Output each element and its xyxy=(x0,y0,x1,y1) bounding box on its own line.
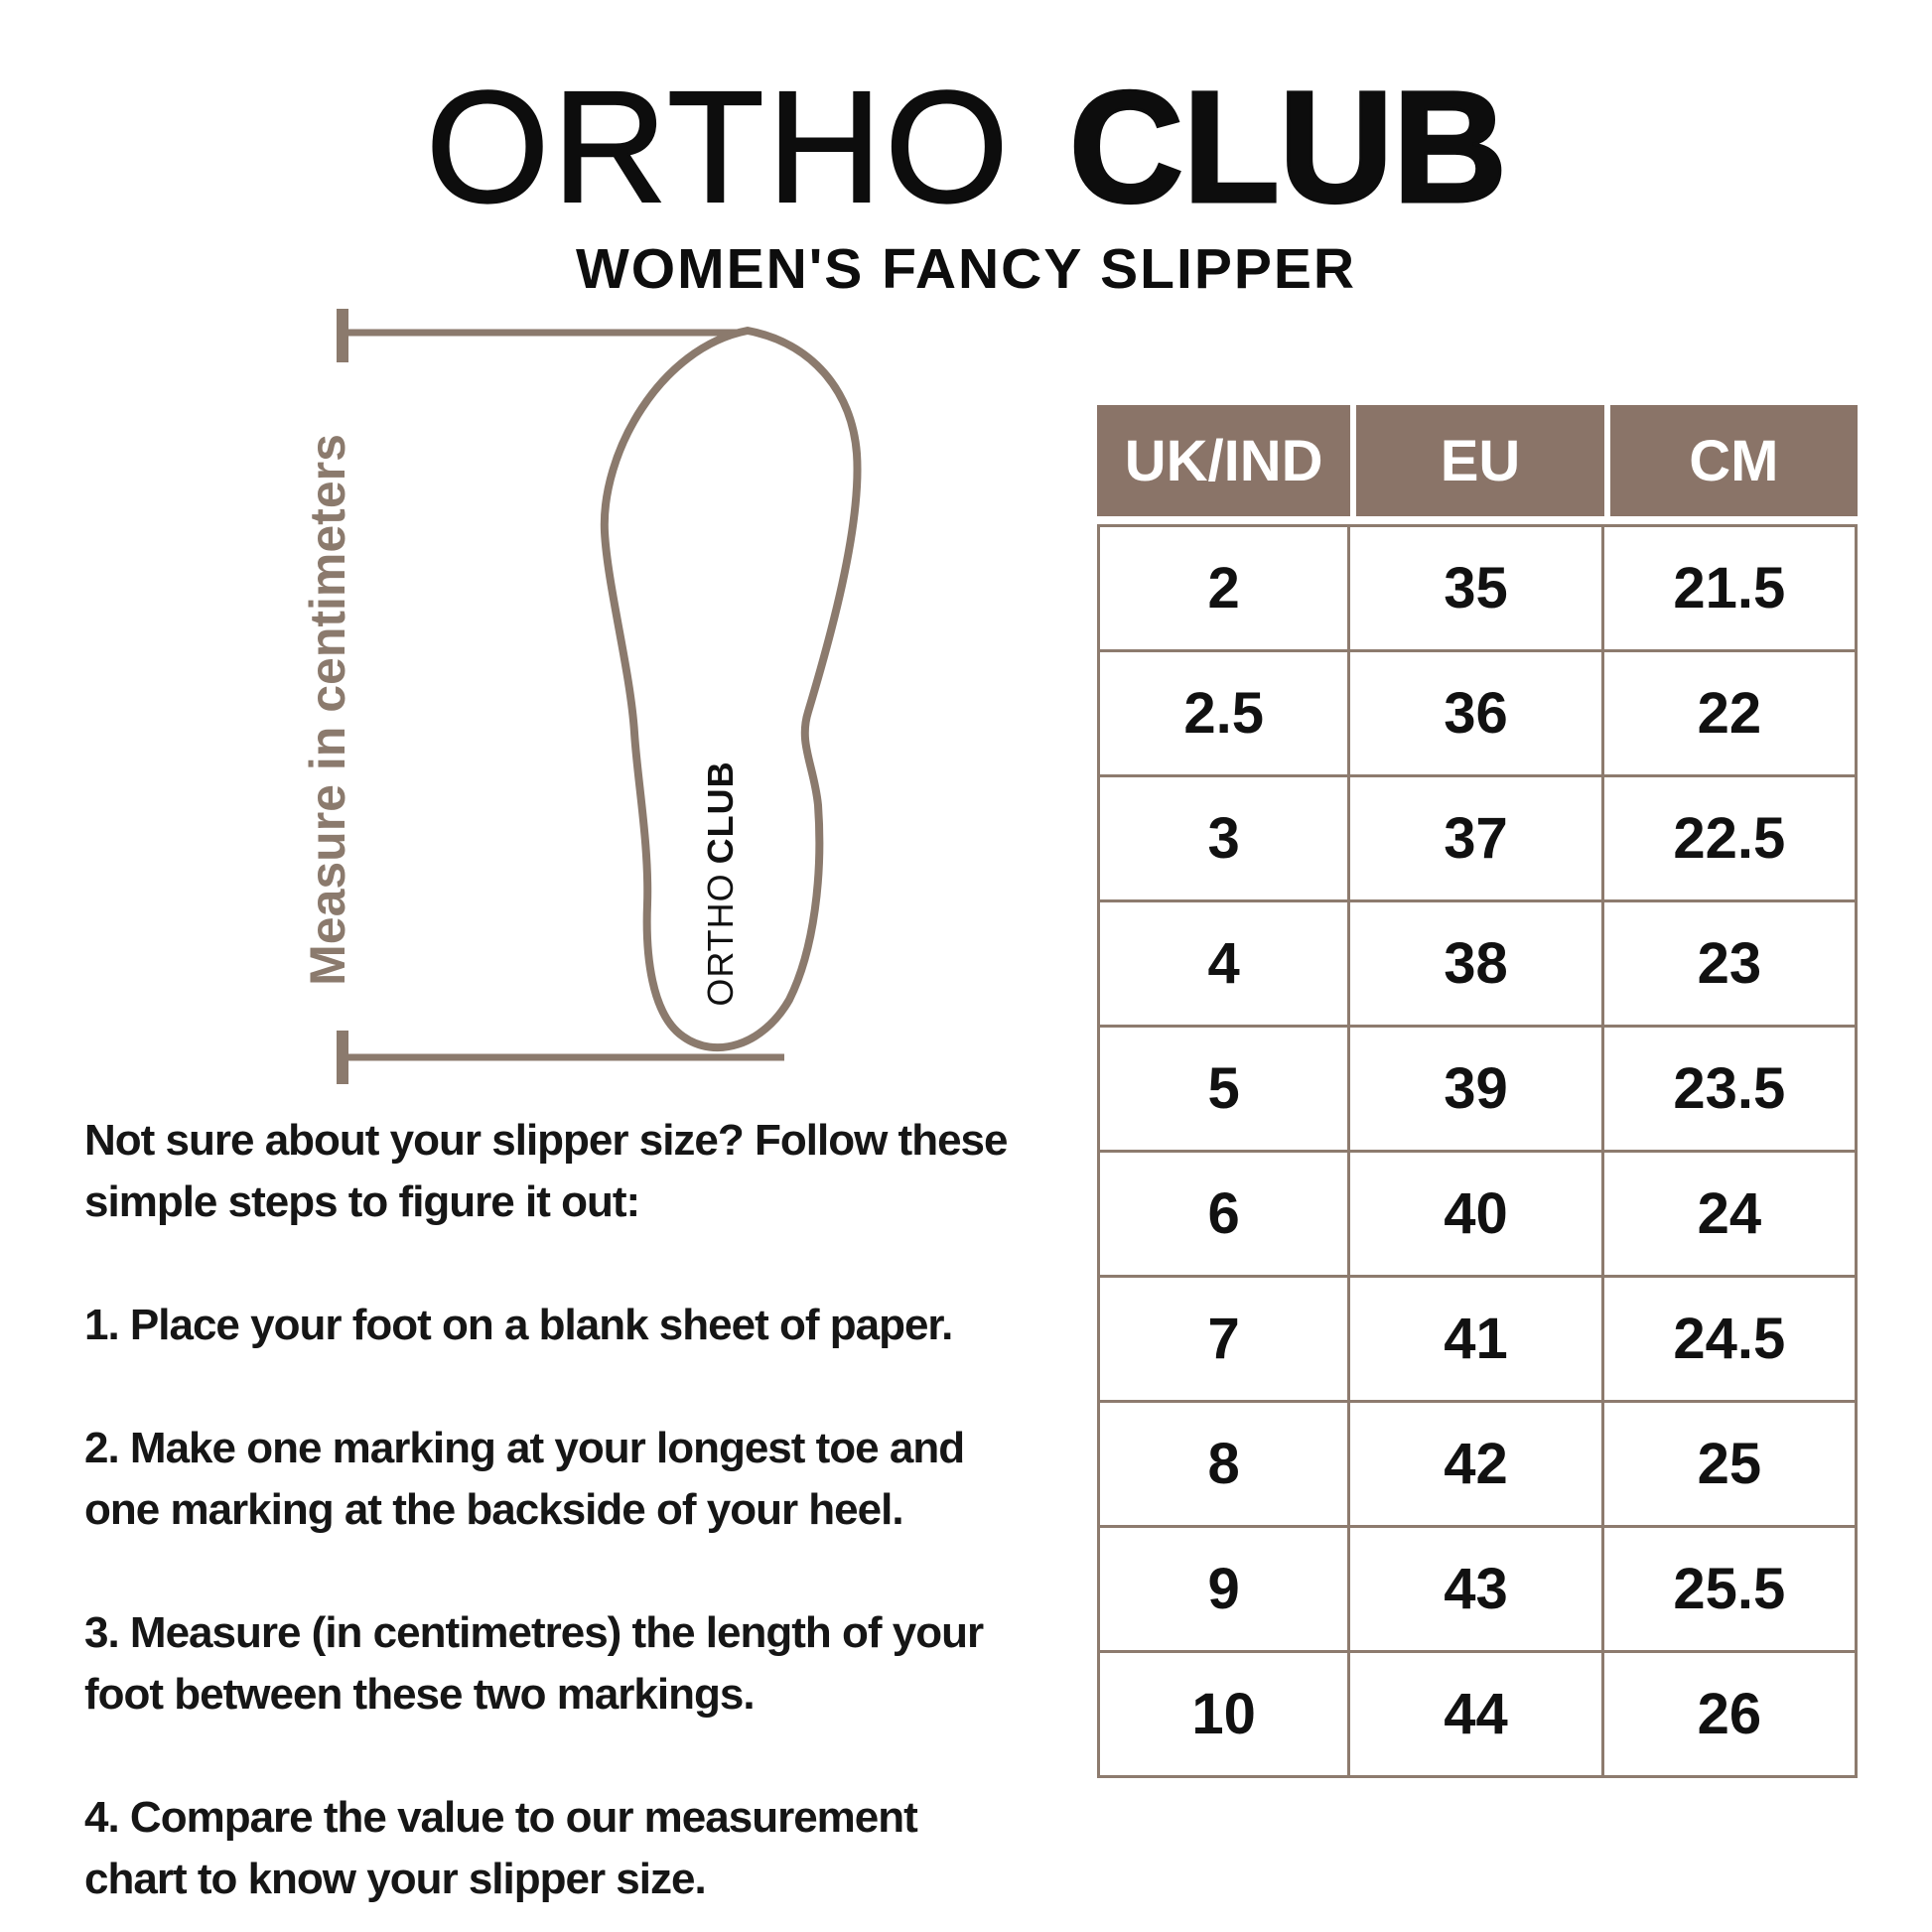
step-line: 1. Place your foot on a blank sheet of p… xyxy=(84,1301,953,1349)
insole-brand-bold: CLUB xyxy=(700,760,741,864)
instruction-step-2: 2. Make one marking at your longest toe … xyxy=(84,1418,1087,1541)
uk-size-cell: 2 xyxy=(1097,524,1351,652)
eu-size-cell: 39 xyxy=(1350,1028,1604,1153)
ruler-label: Measure in centimeters xyxy=(300,434,355,986)
insole-brand-regular: ORTHO xyxy=(700,873,741,1006)
column-header-eu: EU xyxy=(1350,405,1604,524)
uk-size-cell: 3 xyxy=(1097,777,1351,902)
column-header-uk-ind: UK/IND xyxy=(1097,405,1351,524)
size-table-header-row: UK/IND EU CM xyxy=(1097,405,1858,524)
intro-line: Not sure about your slipper size? Follow… xyxy=(84,1116,1008,1165)
brand-name-bold: CLUB xyxy=(1067,58,1508,235)
eu-size-cell: 43 xyxy=(1350,1528,1604,1653)
step-line: chart to know your slipper size. xyxy=(84,1855,707,1903)
intro-line: simple steps to figure it out: xyxy=(84,1177,640,1226)
uk-size-cell: 9 xyxy=(1097,1528,1351,1653)
eu-size-cell: 41 xyxy=(1350,1278,1604,1403)
uk-size-cell: 2.5 xyxy=(1097,652,1351,777)
table-row: 2.5 36 22 xyxy=(1097,652,1858,777)
uk-size-cell: 10 xyxy=(1097,1653,1351,1778)
table-row: 9 43 25.5 xyxy=(1097,1528,1858,1653)
table-row: 6 40 24 xyxy=(1097,1153,1858,1278)
cm-size-cell: 21.5 xyxy=(1603,524,1858,652)
table-row: 3 37 22.5 xyxy=(1097,777,1858,902)
uk-size-cell: 7 xyxy=(1097,1278,1351,1403)
cm-size-cell: 26 xyxy=(1603,1653,1858,1778)
eu-size-cell: 42 xyxy=(1350,1403,1604,1528)
eu-size-cell: 36 xyxy=(1350,652,1604,777)
uk-size-cell: 6 xyxy=(1097,1153,1351,1278)
column-header-cm: CM xyxy=(1603,405,1858,524)
eu-size-cell: 37 xyxy=(1350,777,1604,902)
cm-size-cell: 25 xyxy=(1603,1403,1858,1528)
cm-size-cell: 23 xyxy=(1603,902,1858,1028)
page-title: ORTHO CLUB xyxy=(0,62,1932,231)
uk-size-cell: 5 xyxy=(1097,1028,1351,1153)
eu-size-cell: 44 xyxy=(1350,1653,1604,1778)
instructions-intro: Not sure about your slipper size? Follow… xyxy=(84,1110,1087,1233)
table-row: 10 44 26 xyxy=(1097,1653,1858,1778)
cm-size-cell: 22 xyxy=(1603,652,1858,777)
table-row: 2 35 21.5 xyxy=(1097,524,1858,652)
eu-size-cell: 40 xyxy=(1350,1153,1604,1278)
step-line: 4. Compare the value to our measurement xyxy=(84,1793,918,1842)
eu-size-cell: 38 xyxy=(1350,902,1604,1028)
instruction-step-1: 1. Place your foot on a blank sheet of p… xyxy=(84,1295,1087,1356)
cm-size-cell: 24.5 xyxy=(1603,1278,1858,1403)
cm-size-cell: 24 xyxy=(1603,1153,1858,1278)
uk-size-cell: 4 xyxy=(1097,902,1351,1028)
cm-size-cell: 23.5 xyxy=(1603,1028,1858,1153)
step-line: 3. Measure (in centimetres) the length o… xyxy=(84,1608,984,1657)
step-line: 2. Make one marking at your longest toe … xyxy=(84,1424,965,1472)
table-row: 8 42 25 xyxy=(1097,1403,1858,1528)
table-row: 7 41 24.5 xyxy=(1097,1278,1858,1403)
instruction-step-4: 4. Compare the value to our measurement … xyxy=(84,1787,1087,1910)
cm-size-cell: 25.5 xyxy=(1603,1528,1858,1653)
brand-name-regular: ORTHO xyxy=(425,58,1012,235)
uk-size-cell: 8 xyxy=(1097,1403,1351,1528)
table-row: 4 38 23 xyxy=(1097,902,1858,1028)
step-line: foot between these two markings. xyxy=(84,1670,756,1719)
size-table: UK/IND EU CM 2 35 21.5 2.5 36 22 3 37 22… xyxy=(1097,405,1858,1778)
table-row: 5 39 23.5 xyxy=(1097,1028,1858,1153)
sizing-instructions: Not sure about your slipper size? Follow… xyxy=(84,1110,1087,1932)
insole-brand-label: ORTHO CLUB xyxy=(700,760,741,1006)
eu-size-cell: 35 xyxy=(1350,524,1604,652)
instruction-step-3: 3. Measure (in centimetres) the length o… xyxy=(84,1602,1087,1725)
cm-size-cell: 22.5 xyxy=(1603,777,1858,902)
product-subtitle: WOMEN'S FANCY SLIPPER xyxy=(575,237,1357,301)
foot-measurement-diagram: Measure in centimeters ORTHO CLUB xyxy=(300,309,862,1084)
step-line: one marking at the backside of your heel… xyxy=(84,1485,904,1534)
insole-outline xyxy=(600,327,862,1052)
